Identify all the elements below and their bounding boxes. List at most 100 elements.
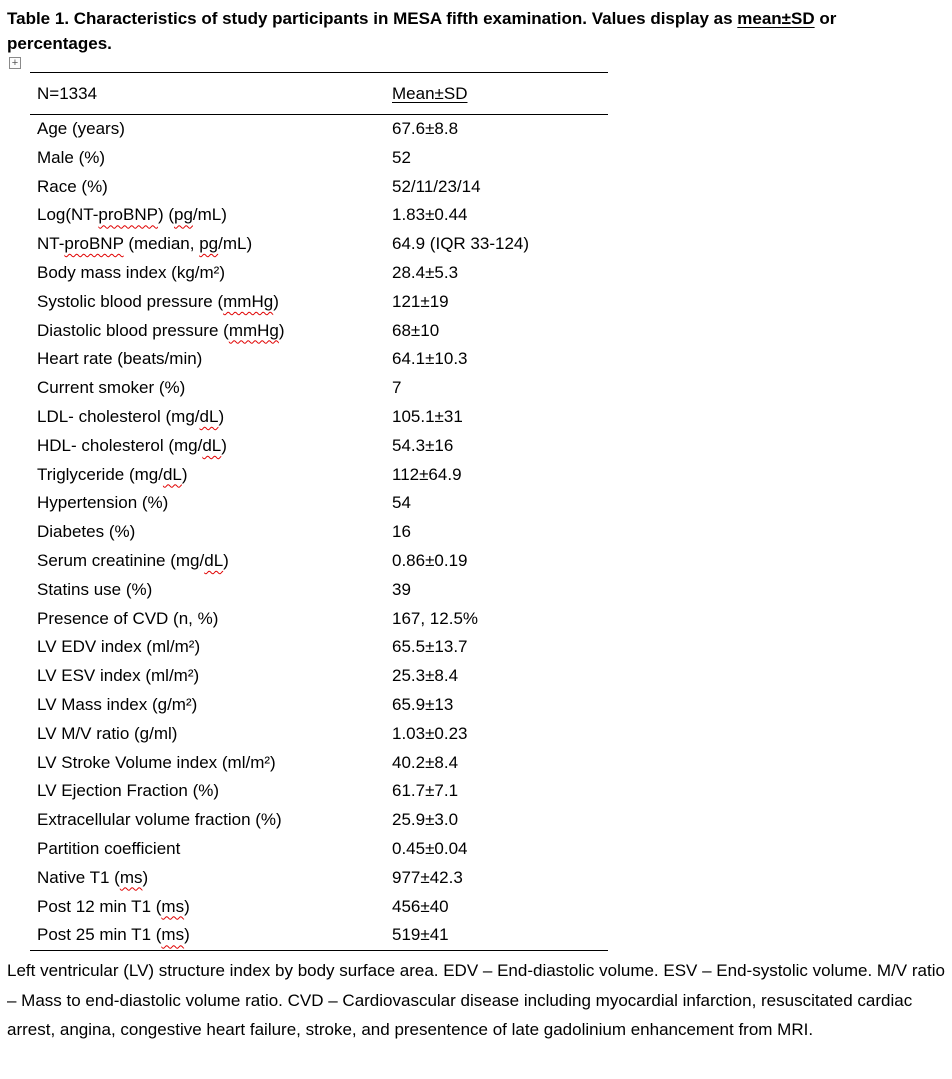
row-label: Post 25 min T1 (ms) <box>37 925 190 945</box>
row-label: Heart rate (beats/min) <box>37 349 203 369</box>
table-row: LDL- cholesterol (mg/dL) 105.1±31 <box>30 403 608 432</box>
row-label: NT-proBNP (median, pg/mL) <box>37 234 253 254</box>
table-row: Post 25 min T1 (ms) 519±41 <box>30 921 608 950</box>
row-value: 1.03±0.23 <box>392 723 468 743</box>
row-label: HDL- cholesterol (mg/dL) <box>37 435 227 455</box>
row-value: 68±10 <box>392 320 440 340</box>
table-row: Log(NT-proBNP) (pg/mL) 1.83±0.44 <box>30 201 608 230</box>
row-value: 54.3±16 <box>392 435 454 455</box>
row-value: 39 <box>392 579 411 599</box>
table-footnote: Left ventricular (LV) structure index by… <box>7 961 945 1039</box>
table-row: Body mass index (kg/m²) 28.4±5.3 <box>30 259 608 288</box>
caption-text-end: or percentages. <box>7 9 837 53</box>
row-label: Serum creatinine (mg/dL) <box>37 550 229 570</box>
table-header-row: N=1334 Mean±SD <box>30 72 608 115</box>
row-label: Presence of CVD (n, %) <box>37 608 219 628</box>
row-label: LV Mass index (g/m²) <box>37 694 198 714</box>
row-value: 0.45±0.04 <box>392 838 468 858</box>
row-value: 121±19 <box>392 291 449 311</box>
table-row: HDL- cholesterol (mg/dL) 54.3±16 <box>30 432 608 461</box>
table-row: Heart rate (beats/min) 64.1±10.3 <box>30 345 608 374</box>
row-value: 52/11/23/14 <box>392 176 481 196</box>
row-label: Triglyceride (mg/dL) <box>37 464 188 484</box>
row-value: 1.83±0.44 <box>392 205 468 225</box>
table-row: Statins use (%) 39 <box>30 576 608 605</box>
row-label: Current smoker (%) <box>37 378 186 398</box>
spellcheck-underline: dL <box>204 550 224 570</box>
table-body: Age (years) 67.6±8.8 Male (%) 52 Race (%) 52/… <box>30 115 608 952</box>
spellcheck-underline: ms <box>119 867 143 887</box>
row-value: 61.7±7.1 <box>392 781 459 801</box>
table-row: LV M/V ratio (g/ml) 1.03±0.23 <box>30 720 608 749</box>
table-row: NT-proBNP (median, pg/mL) 64.9 (IQR 33-12… <box>30 230 608 259</box>
spellcheck-underline: dL <box>199 406 219 426</box>
row-value: 456±40 <box>392 896 449 916</box>
table-row: Race (%) 52/11/23/14 <box>30 173 608 202</box>
row-label: Hypertension (%) <box>37 493 169 513</box>
row-label: Partition coefficient <box>37 838 181 858</box>
row-label: Post 12 min T1 (ms) <box>37 896 190 916</box>
table-row: Triglyceride (mg/dL) 112±64.9 <box>30 461 608 490</box>
spellcheck-underline: proBNP <box>98 205 158 225</box>
caption-underlined-text: mean±SD <box>737 9 815 28</box>
caption-text-start: Table 1. Characteristics of study partic… <box>7 9 738 28</box>
row-label: LV M/V ratio (g/ml) <box>37 723 178 743</box>
row-value: 7 <box>392 378 402 398</box>
table-row: LV Ejection Fraction (%) 61.7±7.1 <box>30 777 608 806</box>
row-value: 54 <box>392 493 411 513</box>
row-label: Body mass index (kg/m²) <box>37 262 225 282</box>
row-value: 67.6±8.8 <box>392 119 459 138</box>
characteristics-table: N=1334 Mean±SD Age (years) 67.6±8.8 Male (… <box>30 72 608 952</box>
spellcheck-underline: pg <box>174 205 193 225</box>
row-label: Native T1 (ms) <box>37 867 149 887</box>
table-row: LV Stroke Volume index (ml/m²) 40.2±8.4 <box>30 749 608 778</box>
table-row: Serum creatinine (mg/dL) 0.86±0.19 <box>30 547 608 576</box>
row-value: 65.5±13.7 <box>392 637 468 657</box>
row-value: 40.2±8.4 <box>392 752 459 772</box>
row-label: LV EDV index (ml/m²) <box>37 637 201 657</box>
row-value: 64.9 (IQR 33-124) <box>392 234 530 254</box>
table-row: LV EDV index (ml/m²) 65.5±13.7 <box>30 633 608 662</box>
table-row: Presence of CVD (n, %) 167, 12.5% <box>30 605 608 634</box>
row-label: LV Stroke Volume index (ml/m²) <box>37 752 276 772</box>
spellcheck-underline: dL <box>202 435 222 455</box>
row-value: 65.9±13 <box>392 694 454 714</box>
row-value: 16 <box>392 522 411 542</box>
table-row: Diabetes (%) 16 <box>30 518 608 547</box>
row-value: 52 <box>392 147 411 167</box>
table-row: Male (%) 52 <box>30 144 608 173</box>
spellcheck-underline: dL <box>162 464 182 484</box>
row-label: Diabetes (%) <box>37 522 136 542</box>
spellcheck-underline: mmHg <box>223 291 274 311</box>
row-value: 0.86±0.19 <box>392 550 468 570</box>
row-value: 25.9±3.0 <box>392 810 459 830</box>
row-label: LV ESV index (ml/m²) <box>37 666 200 686</box>
spellcheck-underline: ms <box>161 896 185 916</box>
row-value: 25.3±8.4 <box>392 666 459 686</box>
row-value: 977±42.3 <box>392 867 463 887</box>
row-value: 105.1±31 <box>392 406 463 426</box>
row-value: 64.1±10.3 <box>392 349 468 369</box>
row-value: 28.4±5.3 <box>392 262 459 282</box>
row-label: Systolic blood pressure (mmHg) <box>37 291 279 311</box>
table-row: Current smoker (%) 7 <box>30 374 608 403</box>
spellcheck-underline: pg <box>199 234 219 254</box>
row-label: Statins use (%) <box>37 579 153 599</box>
table-row: Partition coefficient 0.45±0.04 <box>30 835 608 864</box>
spellcheck-underline: ms <box>161 925 185 945</box>
row-label: LDL- cholesterol (mg/dL) <box>37 406 225 426</box>
row-value: 112±64.9 <box>392 464 462 484</box>
row-label: Male (%) <box>37 147 106 167</box>
table-move-handle-icon[interactable]: + <box>9 57 21 69</box>
table-row: Post 12 min T1 (ms) 456±40 <box>30 893 608 922</box>
table-row: Hypertension (%) 54 <box>30 489 608 518</box>
row-label: Diastolic blood pressure (mmHg) <box>37 320 285 340</box>
header-cell-meansd: Mean±SD <box>392 82 608 105</box>
row-label: LV Ejection Fraction (%) <box>37 781 220 801</box>
header-cell-n: N=1334 <box>37 84 98 103</box>
table-row: Age (years) 67.6±8.8 <box>30 115 608 144</box>
table-caption: Table 1. Characteristics of study partic… <box>7 6 945 56</box>
table-row: LV Mass index (g/m²) 65.9±13 <box>30 691 608 720</box>
row-label: Age (years) <box>37 119 125 138</box>
